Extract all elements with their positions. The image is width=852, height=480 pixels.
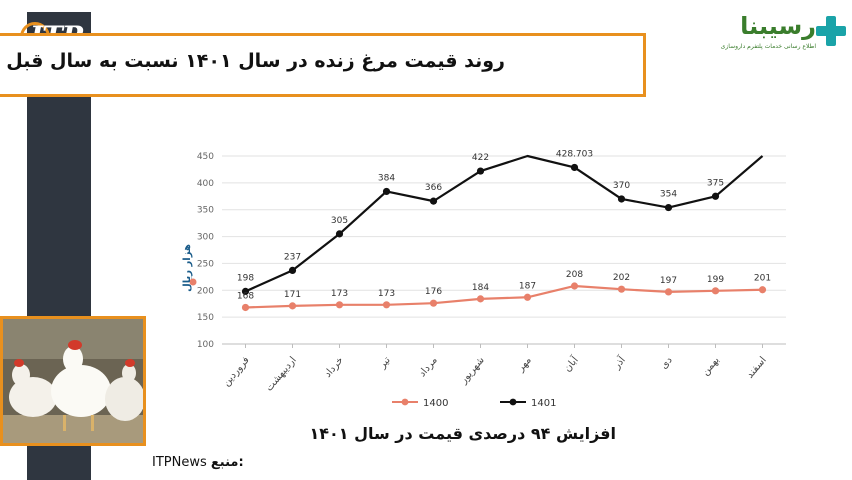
y-axis-ticks: 100 150 200 250 300 350 400 450: [197, 152, 214, 350]
legend-label-1401: 1401: [531, 398, 556, 409]
data-point: [570, 282, 579, 290]
y-tick-label: 150: [197, 313, 214, 323]
data-label: 176: [425, 287, 442, 297]
series-line-1401: [245, 154, 764, 293]
data-label: 201: [754, 274, 771, 284]
data-label: 428.703: [556, 149, 593, 159]
series-group: [241, 154, 767, 312]
y-tick-label: 250: [197, 259, 214, 269]
source-line: ITPNews منبع:: [152, 455, 244, 470]
legend-label-1400: 1400: [423, 398, 448, 409]
data-point: [335, 230, 344, 238]
brand-logo: رسیبنا اطلاع رسانی خدمات پلتفرم داروسازی: [714, 12, 846, 56]
x-tick-label: تیر: [376, 355, 392, 372]
x-tick-label: فروردین: [221, 355, 252, 389]
page-title: روند قیمت مرغ زنده در سال ۱۴۰۱ نسبت به س…: [6, 50, 505, 72]
x-tick-label: آبان: [561, 353, 582, 375]
source-label: منبع:: [210, 455, 244, 470]
x-tick-label: بهمن: [700, 355, 722, 378]
data-point: [382, 301, 391, 309]
data-point: [711, 192, 720, 200]
data-label: 168: [237, 291, 254, 301]
data-label: 198: [237, 273, 254, 283]
y-axis-label: هزار ریال: [182, 244, 193, 292]
data-label: 366: [425, 183, 442, 193]
legend-marker-1401: [509, 398, 517, 406]
data-point: [241, 303, 250, 312]
data-point: [711, 287, 720, 295]
x-tick-label: اسفند: [745, 355, 769, 381]
data-point: [288, 302, 297, 310]
data-label: 202: [613, 273, 630, 283]
data-point: [664, 203, 673, 212]
chart-subtitle: افزایش ۹۴ درصدی قیمت در سال ۱۴۰۱: [309, 424, 616, 443]
data-point: [241, 287, 250, 295]
data-point: [523, 293, 532, 301]
data-label: 197: [660, 276, 677, 286]
data-label: 422: [472, 153, 489, 163]
data-point: [429, 197, 438, 205]
data-label: 237: [284, 252, 301, 262]
data-point: [617, 285, 626, 293]
data-label: 305: [331, 216, 348, 226]
series-line-1400: [245, 284, 763, 309]
data-label: 354: [660, 190, 677, 200]
brand-name: رسیبنا: [740, 12, 816, 40]
plus-icon: [816, 16, 846, 46]
brand-tagline: اطلاع رسانی خدمات پلتفرم داروسازی: [720, 43, 816, 50]
y-tick-label: 350: [197, 206, 214, 216]
y-tick-label: 400: [197, 179, 214, 189]
chickens-image-icon: [3, 319, 143, 443]
data-label: 187: [519, 281, 536, 291]
x-tick-label: مرداد: [417, 355, 440, 379]
data-label: 199: [707, 275, 724, 285]
data-label: 384: [378, 173, 395, 183]
data-point: [476, 295, 485, 303]
data-labels: 168 171 173 173 176 184 187 208 202 197 199 201 198 2…: [237, 149, 771, 301]
data-point: [664, 288, 673, 296]
data-label: 171: [284, 290, 301, 300]
x-tick-label: خرداد: [322, 355, 345, 380]
data-label: 370: [613, 181, 630, 191]
chicken-photo: [0, 316, 146, 446]
data-point: [617, 195, 626, 203]
data-point: [429, 299, 438, 307]
data-label: 375: [707, 178, 724, 188]
data-point: [335, 301, 344, 309]
data-label: 173: [331, 289, 348, 299]
x-tick-label: اردیبهشت: [264, 355, 299, 394]
data-label: 173: [378, 289, 395, 299]
y-tick-label: 450: [197, 152, 214, 162]
legend-marker-1400: [401, 398, 409, 406]
y-tick-label: 300: [197, 233, 214, 243]
y-tick-label: 100: [197, 340, 214, 350]
x-axis-ticks: فروردین اردیبهشت خرداد تیر مرداد شهریور مهر آبا…: [221, 344, 769, 394]
data-point: [476, 167, 485, 175]
x-tick-label: آذر: [609, 353, 628, 372]
title-box: روند قیمت مرغ زنده در سال ۱۴۰۱ نسبت به س…: [0, 33, 646, 97]
grid: [222, 155, 786, 345]
x-tick-label: دی: [658, 355, 674, 371]
data-label: 208: [566, 270, 583, 280]
line-chart: 100 150 200 250 300 350 400 450 فروردین اردیبهشت…: [182, 149, 786, 409]
x-tick-label: مهر: [515, 355, 534, 375]
ylabel-marker-icon: [189, 278, 197, 286]
data-point: [382, 187, 391, 196]
y-tick-label: 200: [197, 286, 214, 296]
data-point: [758, 286, 767, 294]
data-point: [570, 163, 579, 172]
source-value: ITPNews: [152, 455, 207, 470]
x-tick-label: شهریور: [458, 355, 487, 387]
data-label: 184: [472, 283, 489, 293]
data-point: [288, 266, 297, 275]
legend: 1400 1401: [392, 398, 556, 409]
